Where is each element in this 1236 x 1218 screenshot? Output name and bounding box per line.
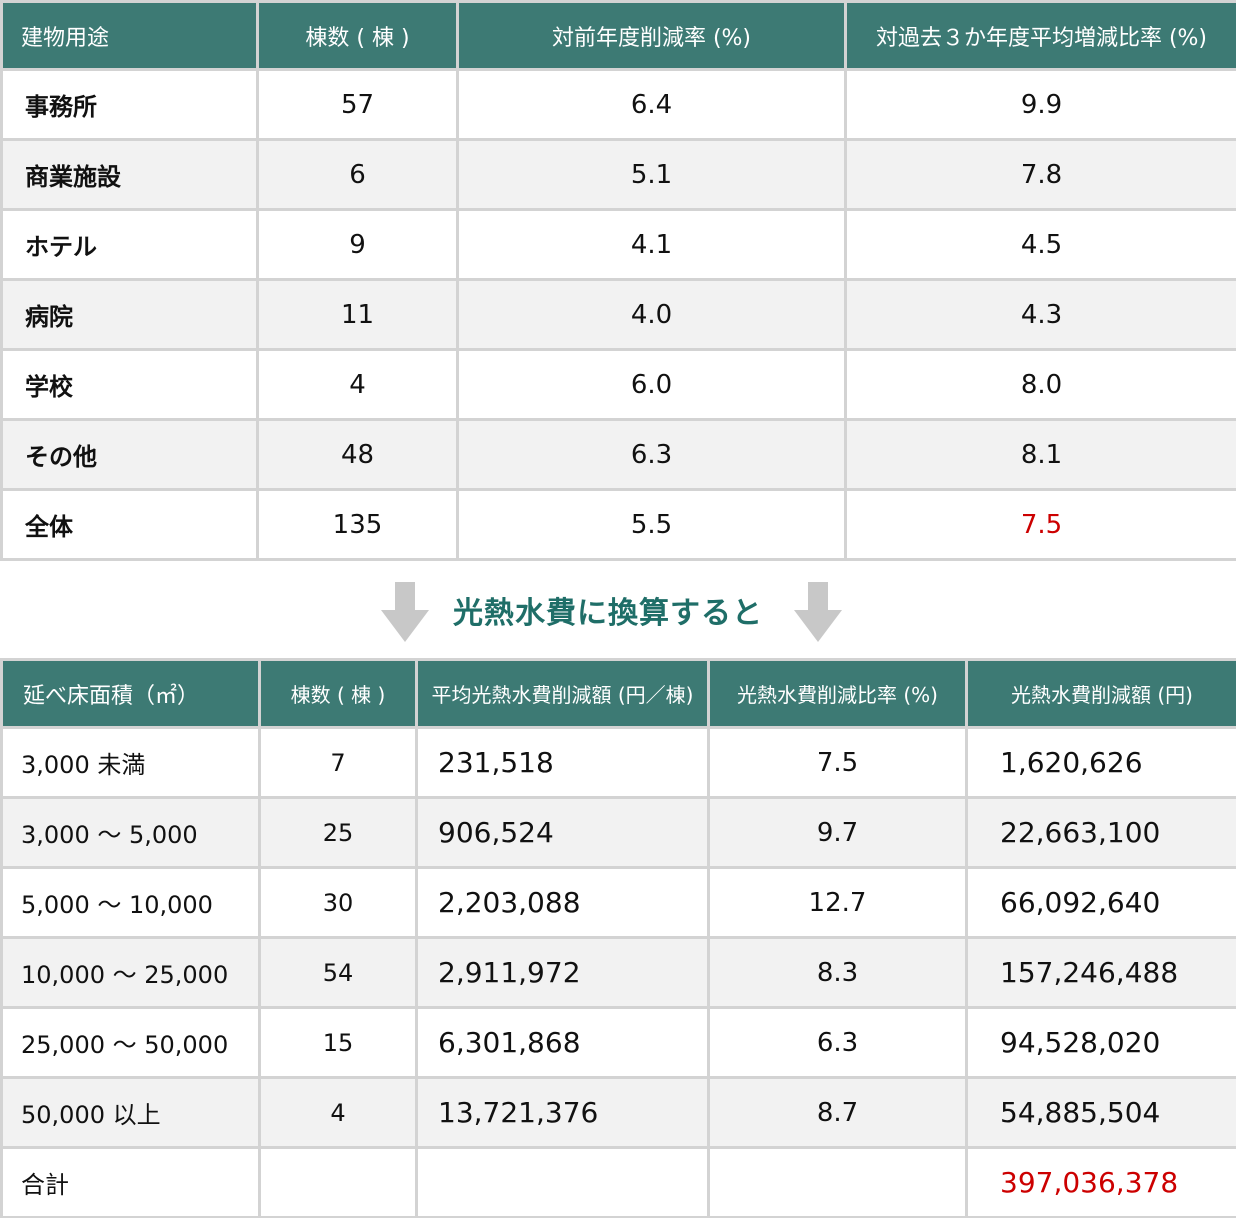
cell-ratio: 8.7 (707, 1076, 968, 1149)
table-row: 商業施設 6 5.1 7.8 (0, 138, 1236, 211)
header-row: 延べ床面積（㎡） 棟数 ( 棟 ) 平均光熱水費削減額 (円／棟) 光熱水費削減… (0, 658, 1236, 729)
cell-avg-saving: 6,301,868 (415, 1006, 710, 1079)
cell-avg-saving: 906,524 (415, 796, 710, 869)
table-row: 3,000 未満 7 231,518 7.5 1,620,626 (0, 726, 1236, 799)
cell-vs3yr: 9.9 (844, 68, 1236, 141)
cell-avg-saving: 231,518 (415, 726, 710, 799)
table-row-total: 全体 135 5.5 7.5 (0, 488, 1236, 561)
cell-yoy: 6.3 (456, 418, 847, 491)
cell-count: 25 (258, 796, 418, 869)
header-avg-saving: 平均光熱水費削減額 (円／棟) (415, 658, 710, 729)
cell-use: 全体 (0, 488, 259, 561)
table-row: 10,000 ～ 25,000 54 2,911,972 8.3 157,246… (0, 936, 1236, 1009)
table-row-total: 合計 397,036,378 (0, 1146, 1236, 1218)
cell-count: 11 (256, 278, 459, 351)
cell-count: 4 (256, 348, 459, 421)
cell-area: 5,000 ～ 10,000 (0, 866, 261, 939)
cell-use: 事務所 (0, 68, 259, 141)
cell-use: 病院 (0, 278, 259, 351)
cell-vs3yr: 4.5 (844, 208, 1236, 281)
cell-saving: 54,885,504 (965, 1076, 1236, 1149)
header-count: 棟数 ( 棟 ) (256, 0, 459, 71)
cell-count: 57 (256, 68, 459, 141)
header-saving-ratio: 光熱水費削減比率 (%) (707, 658, 968, 729)
cell-yoy: 5.1 (456, 138, 847, 211)
cell-avg-saving: 13,721,376 (415, 1076, 710, 1149)
cell-vs3yr-highlight: 7.5 (844, 488, 1236, 561)
cell-saving: 66,092,640 (965, 866, 1236, 939)
cell-area: 10,000 ～ 25,000 (0, 936, 261, 1009)
cell-count (258, 1146, 418, 1218)
table-row: 事務所 57 6.4 9.9 (0, 68, 1236, 141)
table-row: 病院 11 4.0 4.3 (0, 278, 1236, 351)
header-floor-area: 延べ床面積（㎡） (0, 658, 261, 729)
conversion-caption: 光熱水費に換算すると (453, 596, 763, 631)
cell-ratio (707, 1146, 968, 1218)
header-building-use: 建物用途 (0, 0, 259, 71)
cell-ratio: 12.7 (707, 866, 968, 939)
cell-count: 15 (258, 1006, 418, 1079)
cell-ratio: 9.7 (707, 796, 968, 869)
header-yoy-reduction: 対前年度削減率 (%) (456, 0, 847, 71)
table-row: 学校 4 6.0 8.0 (0, 348, 1236, 421)
cell-saving: 157,246,488 (965, 936, 1236, 1009)
cell-vs3yr: 4.3 (844, 278, 1236, 351)
header-count: 棟数 ( 棟 ) (258, 658, 418, 729)
arrow-down-icon (794, 582, 842, 644)
cell-count: 30 (258, 866, 418, 939)
cell-count: 48 (256, 418, 459, 491)
cell-area: 合計 (0, 1146, 261, 1218)
cell-count: 7 (258, 726, 418, 799)
cell-count: 9 (256, 208, 459, 281)
cell-yoy: 4.0 (456, 278, 847, 351)
header-saving-amount: 光熱水費削減額 (円) (965, 658, 1236, 729)
table-row: 5,000 ～ 10,000 30 2,203,088 12.7 66,092,… (0, 866, 1236, 939)
table-row: 50,000 以上 4 13,721,376 8.7 54,885,504 (0, 1076, 1236, 1149)
cell-area: 25,000 ～ 50,000 (0, 1006, 261, 1079)
cell-saving-total-highlight: 397,036,378 (965, 1146, 1236, 1218)
cell-vs3yr: 8.0 (844, 348, 1236, 421)
table-row: その他 48 6.3 8.1 (0, 418, 1236, 491)
cell-avg-saving: 2,203,088 (415, 866, 710, 939)
cell-saving: 94,528,020 (965, 1006, 1236, 1079)
cell-yoy: 5.5 (456, 488, 847, 561)
cell-yoy: 4.1 (456, 208, 847, 281)
cell-area: 50,000 以上 (0, 1076, 261, 1149)
cell-use: その他 (0, 418, 259, 491)
table-row: 3,000 ～ 5,000 25 906,524 9.7 22,663,100 (0, 796, 1236, 869)
table-row: ホテル 9 4.1 4.5 (0, 208, 1236, 281)
cell-use: ホテル (0, 208, 259, 281)
header-3yr-ratio: 対過去３か年度平均増減比率 (%) (844, 0, 1236, 71)
cell-area: 3,000 ～ 5,000 (0, 796, 261, 869)
cell-yoy: 6.4 (456, 68, 847, 141)
cell-count: 4 (258, 1076, 418, 1149)
building-use-reduction-table: 建物用途 棟数 ( 棟 ) 対前年度削減率 (%) 対過去３か年度平均増減比率 … (0, 0, 1236, 561)
cell-avg-saving (415, 1146, 710, 1218)
cell-saving: 22,663,100 (965, 796, 1236, 869)
floor-area-cost-saving-table: 延べ床面積（㎡） 棟数 ( 棟 ) 平均光熱水費削減額 (円／棟) 光熱水費削減… (0, 658, 1236, 1218)
cell-vs3yr: 7.8 (844, 138, 1236, 211)
cell-avg-saving: 2,911,972 (415, 936, 710, 1009)
cell-saving: 1,620,626 (965, 726, 1236, 799)
cell-use: 商業施設 (0, 138, 259, 211)
cell-count: 54 (258, 936, 418, 1009)
cell-count: 6 (256, 138, 459, 211)
cell-area: 3,000 未満 (0, 726, 261, 799)
conversion-banner: 光熱水費に換算すると (0, 572, 1236, 652)
cell-count: 135 (256, 488, 459, 561)
cell-ratio: 8.3 (707, 936, 968, 1009)
cell-ratio: 6.3 (707, 1006, 968, 1079)
cell-yoy: 6.0 (456, 348, 847, 421)
table-row: 25,000 ～ 50,000 15 6,301,868 6.3 94,528,… (0, 1006, 1236, 1079)
cell-use: 学校 (0, 348, 259, 421)
arrow-down-icon (381, 582, 429, 644)
header-row: 建物用途 棟数 ( 棟 ) 対前年度削減率 (%) 対過去３か年度平均増減比率 … (0, 0, 1236, 71)
cell-vs3yr: 8.1 (844, 418, 1236, 491)
cell-ratio: 7.5 (707, 726, 968, 799)
